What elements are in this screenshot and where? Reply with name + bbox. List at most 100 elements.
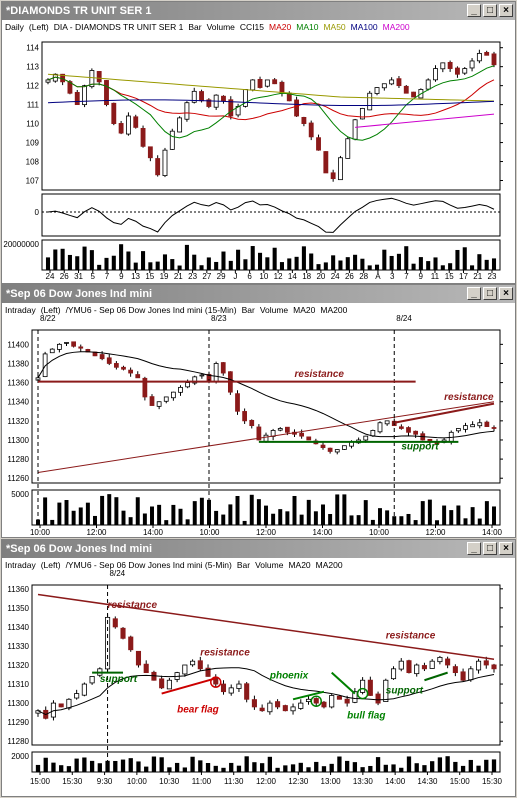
price-bar-body <box>142 377 148 398</box>
x-tick-label: 21 <box>473 272 482 281</box>
volume-bar <box>491 258 497 270</box>
price-bar-body <box>197 660 203 670</box>
volume-bar <box>126 251 131 270</box>
info-item: (Left) <box>40 560 61 570</box>
volume-bar <box>449 510 454 525</box>
price-bar-body <box>249 419 255 427</box>
y-tick-label: 11380 <box>7 359 29 368</box>
volume-bar <box>368 765 373 772</box>
price-bar-body <box>398 660 404 670</box>
volume-bar <box>356 515 361 525</box>
price-bar-body <box>250 79 256 91</box>
price-bar-body <box>58 703 64 708</box>
price-bar-body <box>81 683 87 696</box>
volume-bar <box>199 497 204 525</box>
volume-bar <box>414 763 419 772</box>
volume-bar <box>97 763 102 772</box>
maximize-button[interactable]: □ <box>483 287 497 300</box>
window-titlebar[interactable]: *DIAMONDS TR UNIT SER 1 _ □ × <box>2 2 515 20</box>
price-bar-body <box>389 79 395 85</box>
price-bar-body <box>341 445 347 450</box>
volume-bar <box>367 265 372 270</box>
volume-bar <box>264 505 268 525</box>
volume-bar <box>309 253 314 270</box>
price-bar-body <box>329 695 335 708</box>
price-bar-body <box>301 117 307 124</box>
price-bar-body <box>257 78 263 88</box>
price-bar-body <box>334 449 340 453</box>
volume-bar <box>121 510 126 525</box>
volume-bar <box>331 255 336 270</box>
price-chart[interactable]: 11260 11280 11300 11320 11340 11360 11380 11400… <box>2 305 516 538</box>
volume-bar <box>148 262 153 270</box>
maximize-button[interactable]: □ <box>483 542 497 555</box>
y-tick-label: 11290 <box>7 718 29 727</box>
price-bar-body <box>128 636 134 651</box>
volume-bar <box>329 763 334 772</box>
ma200-line <box>37 593 495 661</box>
price-bar-body <box>140 128 146 147</box>
volume-bar <box>104 257 109 270</box>
volume-bar <box>182 767 187 772</box>
x-tick-label: 24 <box>331 272 340 281</box>
price-bar-body <box>445 658 451 666</box>
volume-bar <box>399 767 404 772</box>
x-tick-label: 14:00 <box>482 528 503 537</box>
price-bar-body <box>163 396 169 402</box>
volume-bar <box>396 253 401 270</box>
price-bar-body <box>156 401 162 407</box>
window-titlebar[interactable]: *Sep 06 Dow Jones Ind mini _ □ × <box>2 285 515 303</box>
price-chart[interactable]: 11280 11290 11300 11310 11320 11330 11340 11350… <box>2 560 516 797</box>
price-bar-body <box>185 382 191 388</box>
volume-bar <box>213 765 218 772</box>
volume-bar <box>243 259 248 270</box>
volume-bar <box>141 251 146 270</box>
maximize-button[interactable]: □ <box>483 4 497 17</box>
volume-bar <box>171 504 176 525</box>
close-button[interactable]: × <box>499 287 513 300</box>
info-item: MA20 <box>293 305 316 315</box>
chart-info-bar: Intraday (Left) /YMU6 - Sep 06 Dow Jones I… <box>5 559 348 571</box>
close-button[interactable]: × <box>499 542 513 555</box>
volume-bar <box>221 767 226 772</box>
volume-bar <box>258 252 263 270</box>
volume-axis-label: 2000 <box>11 752 29 761</box>
volume-bar <box>107 494 112 525</box>
volume-bar <box>391 764 396 772</box>
window-titlebar[interactable]: *Sep 06 Dow Jones Ind mini _ □ × <box>2 540 515 558</box>
volume-bar <box>242 520 247 525</box>
y-tick-label: 107 <box>26 177 40 186</box>
x-tick-label: 31 <box>74 272 83 281</box>
price-bar-body <box>135 650 142 666</box>
volume-bar <box>244 756 249 772</box>
info-item: (Left) <box>28 22 49 32</box>
price-bar-body <box>359 108 365 120</box>
volume-bar <box>353 254 358 270</box>
ma20-line <box>37 667 495 716</box>
x-tick-label: 11:00 <box>192 777 212 786</box>
minimize-button[interactable]: _ <box>467 4 481 17</box>
volume-bar <box>426 261 431 270</box>
price-bar-body <box>182 664 188 675</box>
volume-bar <box>111 255 116 270</box>
price-bar-body <box>425 79 431 90</box>
volume-bar <box>43 497 48 525</box>
price-bar-body <box>118 123 124 134</box>
volume-bar <box>285 511 290 525</box>
volume-bar <box>477 518 482 525</box>
close-button[interactable]: × <box>499 4 513 17</box>
y-tick-label: 11300 <box>7 436 29 445</box>
volume-bar <box>256 499 261 525</box>
minimize-button[interactable]: _ <box>467 542 481 555</box>
price-bar-body <box>275 701 281 708</box>
price-bar-body <box>74 91 80 106</box>
price-bar-body <box>390 668 397 680</box>
volume-bar <box>59 765 64 772</box>
volume-bar <box>74 758 79 772</box>
volume-bar <box>192 501 197 525</box>
x-tick-label: 26 <box>60 272 69 281</box>
minimize-button[interactable]: _ <box>467 287 481 300</box>
price-pane-frame <box>31 329 501 484</box>
volume-bar <box>314 761 319 772</box>
